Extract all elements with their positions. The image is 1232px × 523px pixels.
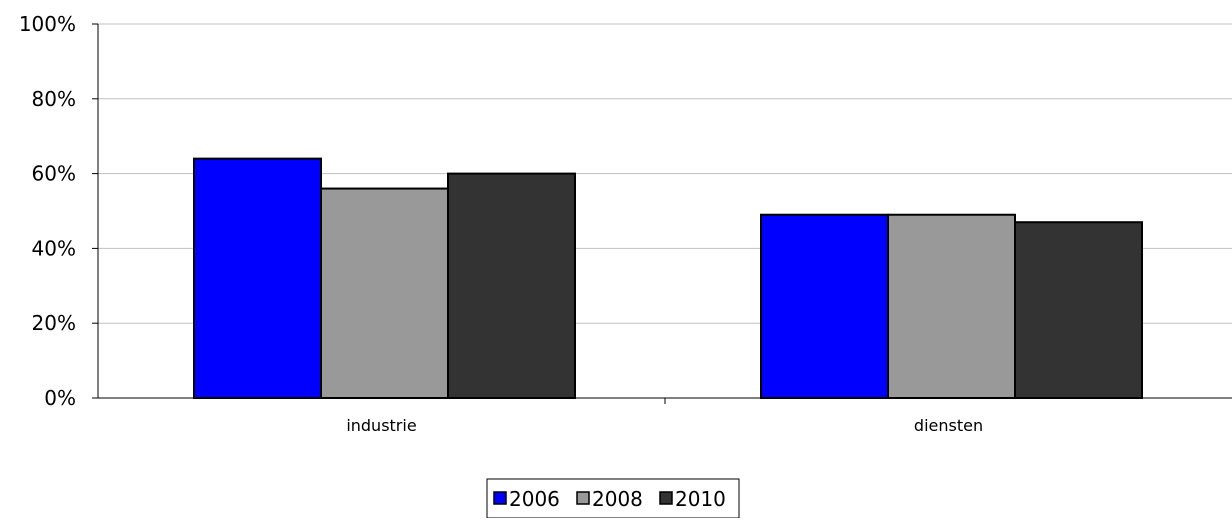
bar-industrie-2010	[447, 172, 576, 399]
x-category-label: diensten	[914, 416, 983, 435]
y-tick-label: 40%	[32, 236, 76, 260]
legend-swatch-2010	[659, 491, 673, 505]
bar-industrie-2006	[193, 157, 322, 399]
legend-label: 2010	[675, 487, 726, 511]
y-tick-label: 60%	[32, 162, 76, 186]
y-tick-label: 0%	[44, 386, 76, 410]
legend-label: 2008	[592, 487, 643, 511]
y-tick-label: 20%	[32, 311, 76, 335]
bar-diensten-2006	[760, 213, 889, 399]
x-category-label: industrie	[346, 416, 416, 435]
bar-diensten-2010	[1014, 221, 1143, 399]
legend-box	[486, 478, 740, 519]
y-tick-label: 100%	[19, 12, 76, 36]
legend-swatch-2006	[493, 491, 507, 505]
legend-swatch-2008	[576, 491, 590, 505]
bar-industrie-2008	[320, 187, 449, 399]
y-tick-label: 80%	[32, 87, 76, 111]
bar-diensten-2008	[887, 213, 1016, 399]
legend-label: 2006	[509, 487, 560, 511]
